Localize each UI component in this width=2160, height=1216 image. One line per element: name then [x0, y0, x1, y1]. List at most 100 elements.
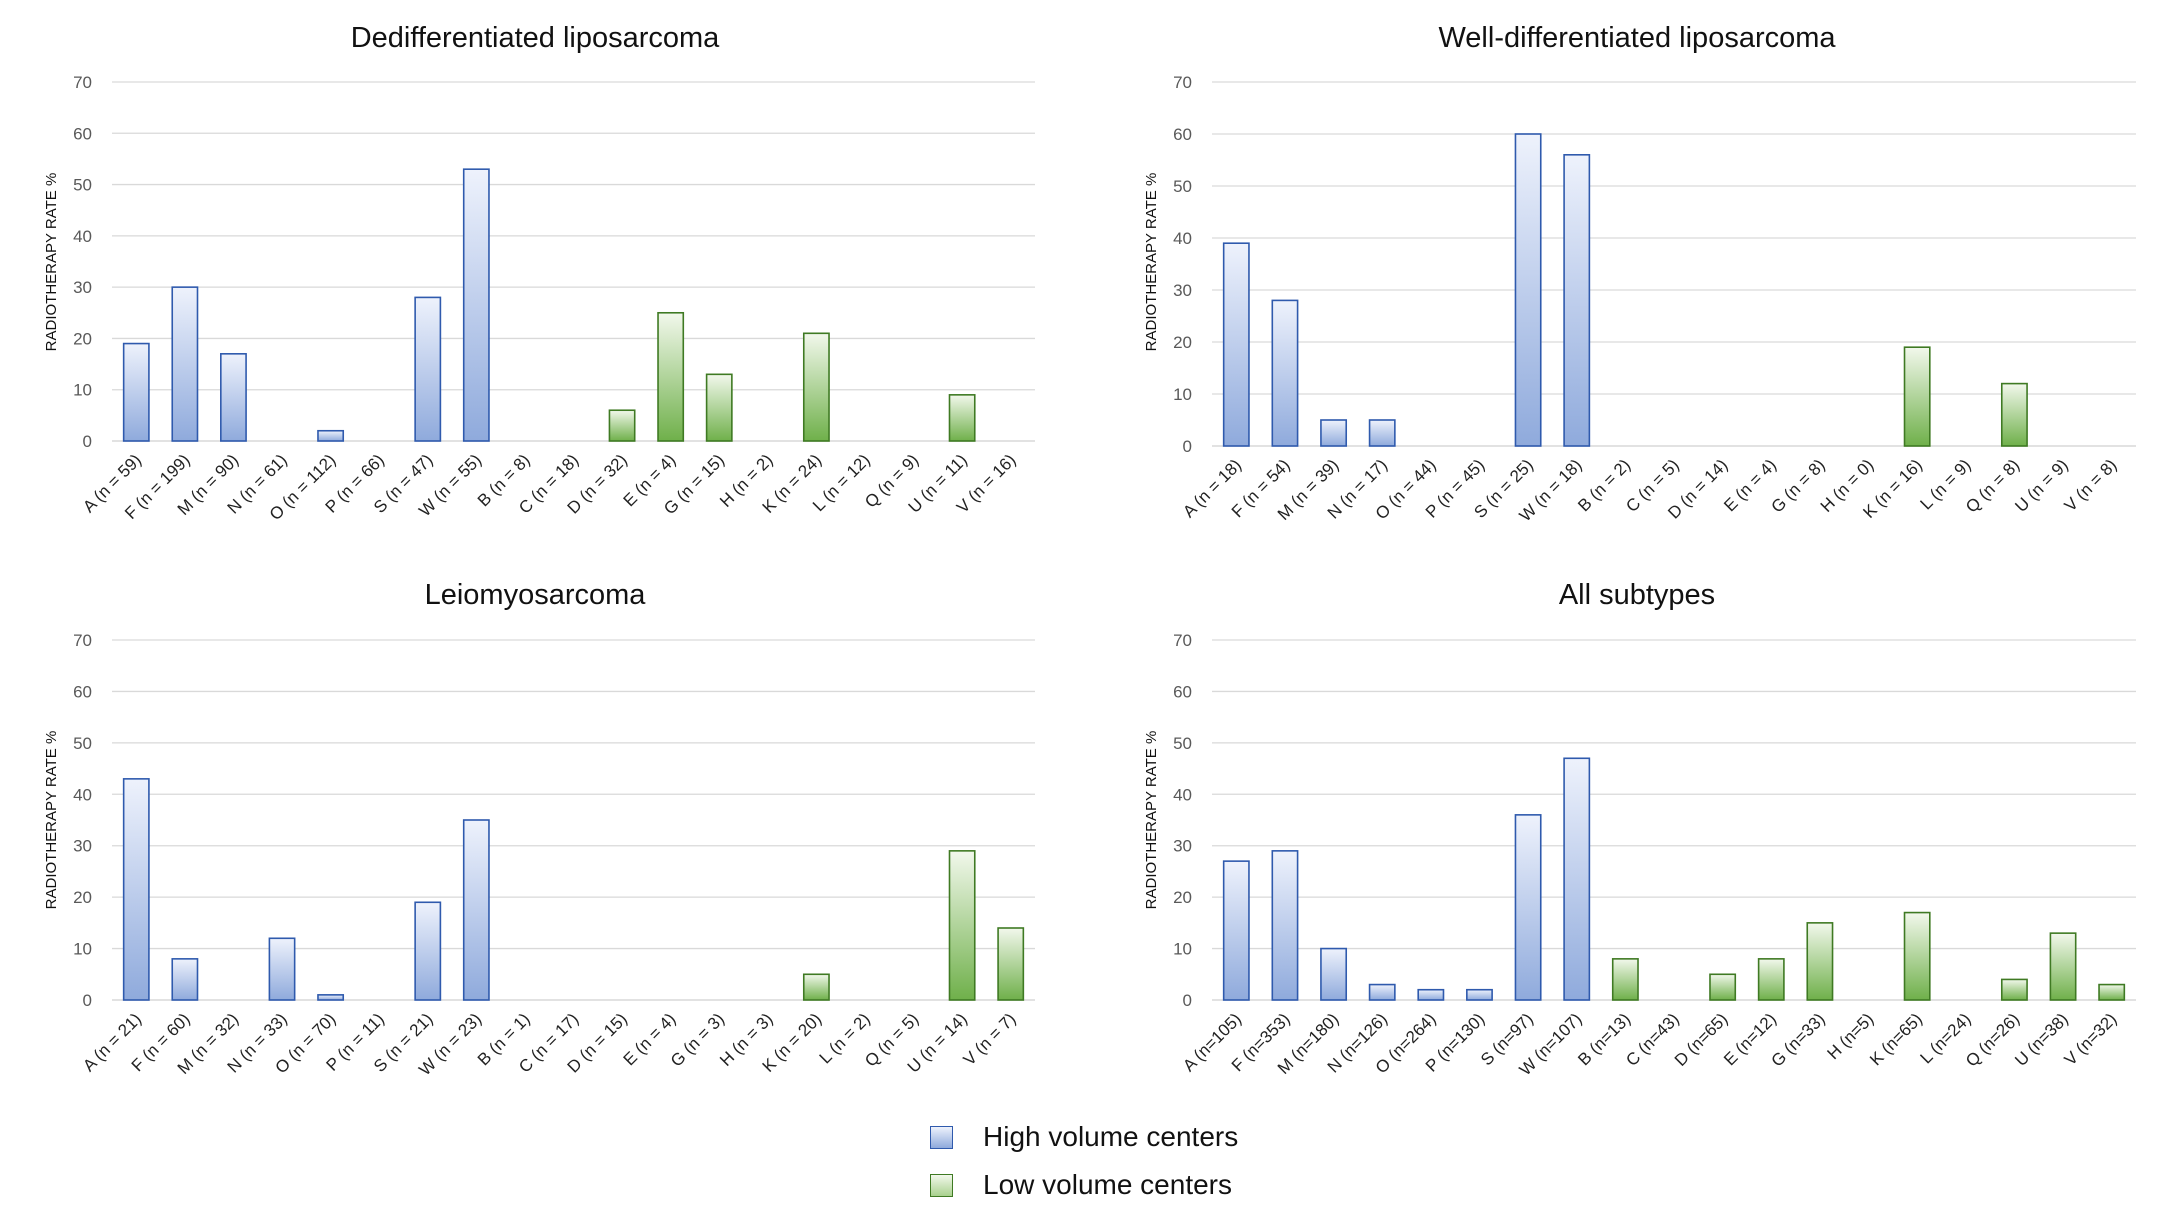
x-tick-label: K (n=65): [1866, 1009, 1926, 1069]
y-tick-label: 40: [1173, 229, 1192, 248]
bar-low: [2049, 932, 2077, 1001]
y-tick-label: 50: [73, 734, 92, 753]
y-tick-label: 50: [73, 176, 92, 195]
bar-low: [2098, 983, 2126, 1001]
y-tick-label: 30: [1173, 281, 1192, 300]
chart-title: All subtypes: [1559, 579, 1715, 611]
bar-low: [948, 850, 976, 1001]
y-axis-title: RADIOTHERAPY RATE %: [43, 731, 60, 910]
y-tick-label: 10: [73, 940, 92, 959]
bar-high: [1417, 988, 1445, 1001]
y-tick-label: 20: [1173, 888, 1192, 907]
bar-high: [122, 778, 150, 1001]
x-tick-label: C (n=43): [1622, 1009, 1683, 1070]
bar-high: [414, 901, 442, 1001]
bar-low: [1806, 922, 1834, 1001]
bar-high: [1271, 850, 1299, 1001]
y-tick-label: 60: [1173, 682, 1192, 701]
bar-high: [1320, 947, 1348, 1001]
bar-high: [1514, 814, 1542, 1001]
y-tick-label: 60: [73, 124, 92, 143]
y-tick-label: 10: [1173, 385, 1192, 404]
y-tick-label: 30: [73, 278, 92, 297]
chart-title: Well-differentiated liposarcoma: [1438, 22, 1836, 54]
y-tick-label: 0: [83, 991, 92, 1010]
y-axis-title: RADIOTHERAPY RATE %: [1143, 731, 1160, 910]
x-tick-label: V (n=32): [2061, 1009, 2121, 1069]
x-tick-label: U (n = 9): [2011, 455, 2072, 516]
bar-low: [705, 373, 733, 442]
x-tick-label: V (n = 8): [2061, 455, 2121, 515]
bar-low: [1757, 958, 1785, 1001]
y-tick-label: 40: [1173, 785, 1192, 804]
bar-low: [1611, 958, 1639, 1001]
y-tick-label: 70: [1173, 631, 1192, 650]
bar-high: [1222, 860, 1250, 1001]
bar-high: [122, 342, 150, 442]
bar-high: [220, 353, 247, 442]
bar-high: [171, 286, 199, 442]
y-tick-label: 70: [73, 73, 92, 92]
bar-high: [462, 819, 490, 1001]
bar-high: [1514, 133, 1542, 447]
x-tick-label: Q (n=26): [1962, 1009, 2023, 1070]
legend: High volume centers Low volume centers: [930, 1120, 1330, 1216]
y-tick-label: 20: [1173, 333, 1192, 352]
bar-low: [2000, 382, 2028, 447]
bar-low: [802, 973, 830, 1001]
chart-title: Dedifferentiated liposarcoma: [351, 22, 720, 54]
bar-high: [1368, 419, 1396, 447]
bar-high: [1563, 757, 1591, 1001]
y-tick-label: 70: [73, 631, 92, 650]
bar-high: [1368, 983, 1396, 1001]
x-tick-label: Q (n = 8): [1962, 455, 2023, 516]
bar-low: [1709, 973, 1737, 1001]
y-tick-label: 50: [1173, 734, 1192, 753]
legend-swatch-low: [930, 1173, 953, 1197]
x-tick-label: G (n = 3): [667, 1009, 728, 1070]
y-tick-label: 60: [1173, 125, 1192, 144]
chart-panel-2: Well-differentiated liposarcoma 0 10 20 30 40…: [1143, 22, 2136, 525]
bar-high: [1271, 299, 1299, 447]
x-tick-label: D (n=65): [1671, 1009, 1732, 1070]
chart-panel-4: All subtypes 0 10 20 30 40 50 60 70 RADIOTHERAPY …: [1143, 579, 2136, 1079]
bar-high: [171, 958, 199, 1001]
y-tick-label: 0: [1183, 437, 1192, 456]
legend-label-high: High volume centers: [983, 1121, 1239, 1152]
bar-low: [2000, 978, 2028, 1001]
y-tick-label: 0: [1183, 991, 1192, 1010]
y-tick-label: 60: [73, 682, 92, 701]
y-axis-title: RADIOTHERAPY RATE %: [43, 173, 60, 352]
y-tick-label: 10: [73, 381, 92, 400]
bar-high: [317, 429, 345, 442]
y-tick-label: 40: [73, 227, 92, 246]
x-tick-label: G (n = 8): [1768, 455, 1829, 516]
bar-low: [1903, 346, 1931, 447]
bar-low: [657, 311, 685, 442]
y-tick-label: 20: [73, 329, 92, 348]
y-tick-label: 0: [83, 432, 92, 451]
legend-item-low: Low volume centers: [930, 1168, 1330, 1202]
bar-low: [997, 927, 1025, 1001]
bar-high: [462, 168, 490, 442]
chart-panel-1: Dedifferentiated liposarcoma 0 10 20 30 40 50 6…: [43, 22, 1035, 524]
y-tick-label: 30: [73, 837, 92, 856]
bar-high: [268, 937, 296, 1001]
y-axis-title: RADIOTHERAPY RATE %: [1143, 173, 1160, 352]
x-tick-label: G (n=33): [1768, 1009, 1829, 1070]
y-tick-label: 40: [73, 785, 92, 804]
bar-low: [608, 409, 636, 442]
chart-title: Leiomyosarcoma: [425, 579, 647, 611]
bar-low: [948, 394, 976, 442]
bar-high: [414, 296, 442, 442]
legend-swatch-high: [930, 1125, 953, 1149]
bar-low: [1903, 911, 1931, 1001]
y-tick-label: 50: [1173, 177, 1192, 196]
bar-high: [317, 994, 345, 1001]
x-tick-label: U (n=38): [2011, 1009, 2072, 1070]
bar-high: [1563, 154, 1591, 447]
x-tick-label: V (n = 7): [960, 1009, 1020, 1069]
legend-item-high: High volume centers: [930, 1120, 1330, 1154]
y-tick-label: 20: [73, 888, 92, 907]
